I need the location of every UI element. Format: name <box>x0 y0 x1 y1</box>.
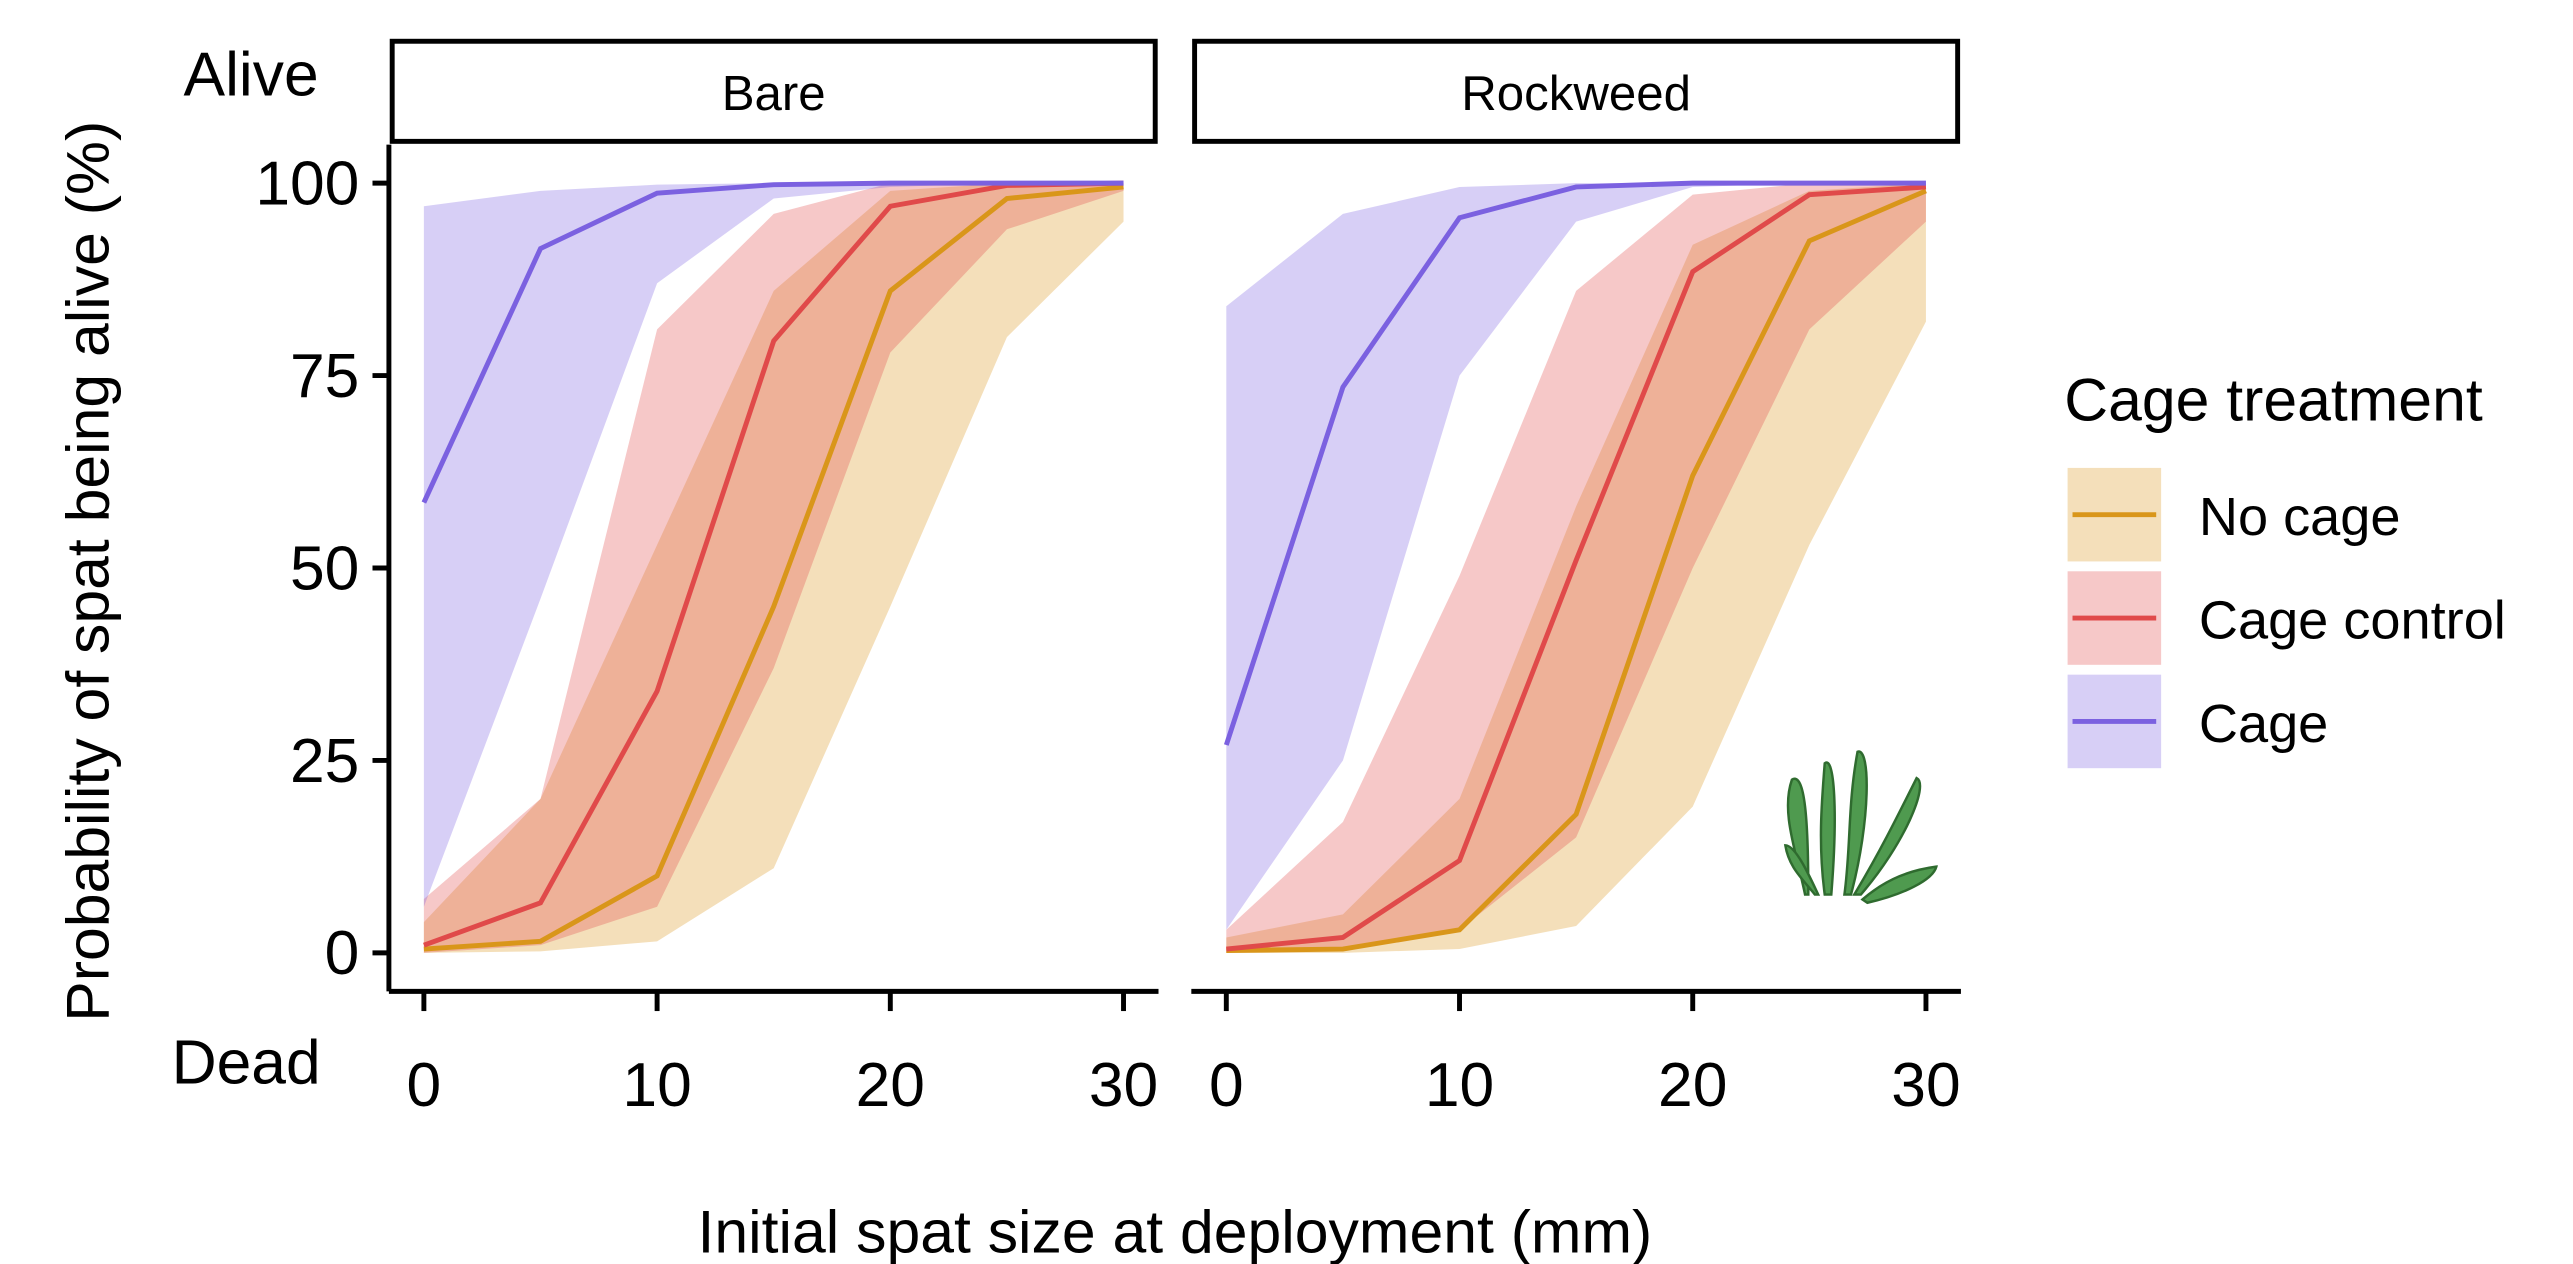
legend-label: Cage <box>2199 694 2328 754</box>
series-line <box>423 184 1124 952</box>
x-tick-label: 20 <box>1658 1051 1727 1120</box>
y-tick-label: 25 <box>290 727 359 796</box>
rockweed-icon <box>1783 750 1938 905</box>
dead-annotation: Dead <box>172 1028 321 1097</box>
facet-strip <box>1192 38 1961 144</box>
legend-label: Cage control <box>2199 591 2506 651</box>
x-tick-label: 30 <box>1089 1051 1158 1120</box>
x-tick-label: 20 <box>856 1051 925 1120</box>
confidence-ribbon <box>423 183 1124 907</box>
y-tick-label: 50 <box>290 534 359 603</box>
facet-strip <box>389 38 1158 144</box>
x-axis-label: Initial spat size at deployment (mm) <box>698 1197 1653 1264</box>
alive-annotation: Alive <box>183 40 318 109</box>
legend-label: No cage <box>2199 487 2401 547</box>
confidence-ribbon <box>1226 183 1926 953</box>
confidence-ribbon <box>1226 183 1926 930</box>
x-tick-label: 0 <box>1209 1051 1244 1120</box>
confidence-ribbon <box>423 183 1124 953</box>
facet-title: Bare <box>722 66 826 121</box>
x-tick-label: 0 <box>407 1051 442 1120</box>
facet-title: Rockweed <box>1461 66 1691 121</box>
series-line <box>1223 180 1926 746</box>
x-tick-label: 10 <box>622 1051 691 1120</box>
x-tick-label: 30 <box>1891 1051 1960 1120</box>
y-tick-label: 100 <box>255 149 359 218</box>
x-tick-label: 10 <box>1425 1051 1494 1120</box>
y-axis-label: Probability of spat being alive (%) <box>53 121 121 1022</box>
series-line <box>421 180 1124 504</box>
legend-title: Cage treatment <box>2064 365 2483 433</box>
y-tick-label: 0 <box>325 919 360 988</box>
series-line <box>1226 184 1927 952</box>
confidence-ribbon <box>1226 183 1926 953</box>
confidence-ribbon <box>423 183 1124 953</box>
y-tick-label: 75 <box>290 342 359 411</box>
series-line <box>1226 188 1927 954</box>
